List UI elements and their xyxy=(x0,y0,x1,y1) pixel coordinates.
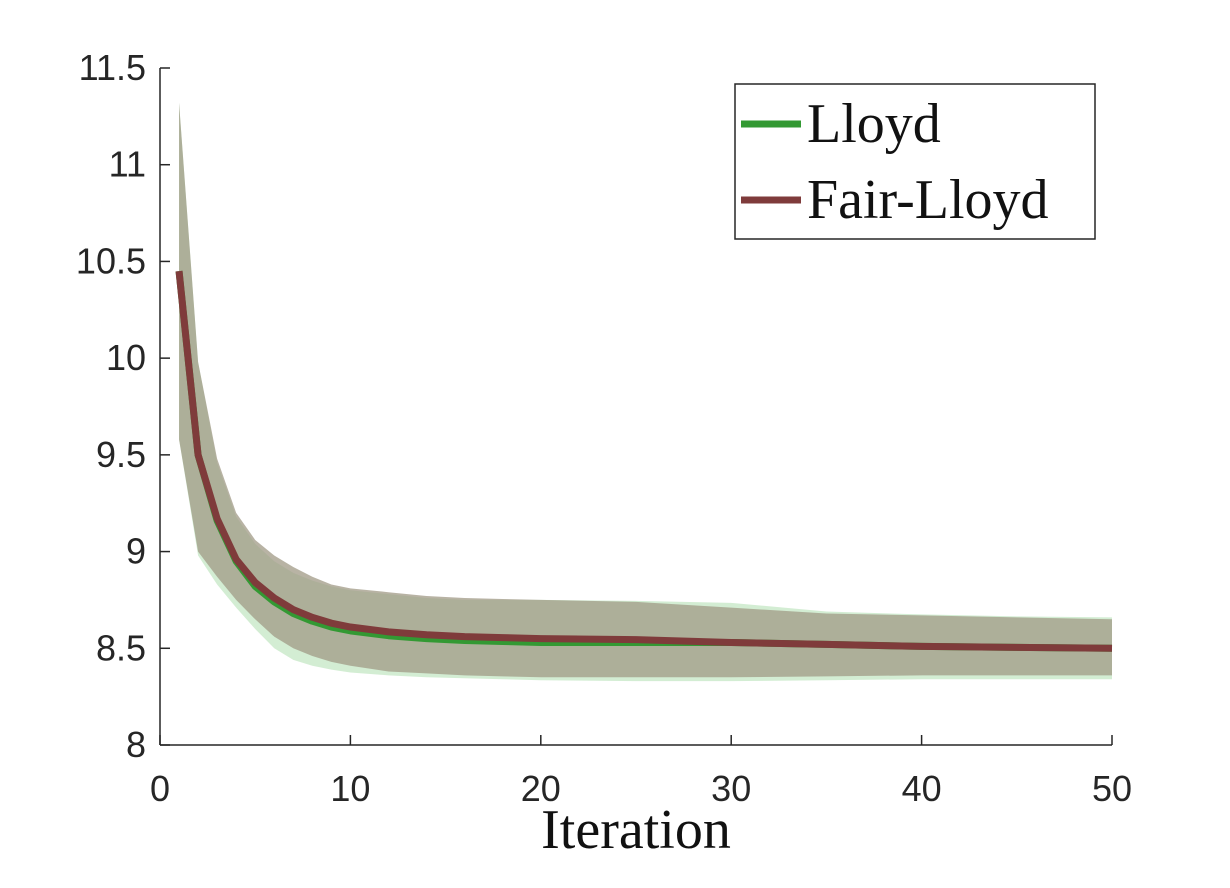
legend-label: Fair-Lloyd xyxy=(807,169,1049,231)
x-axis-label: Iteration xyxy=(541,799,731,861)
y-tick-label: 9 xyxy=(126,531,146,572)
line xyxy=(175,270,1113,652)
legend-label: Lloyd xyxy=(807,93,941,155)
x-tick-label: 30 xyxy=(711,768,751,809)
y-tick-label: 11.5 xyxy=(79,47,146,88)
y-tick-label: 8.5 xyxy=(96,627,146,668)
x-tick-label: 40 xyxy=(902,768,942,809)
x-tick-label: 50 xyxy=(1092,768,1132,809)
y-tick-label: 8 xyxy=(126,724,146,765)
x-tick-label: 0 xyxy=(150,768,170,809)
x-tick-label: 20 xyxy=(521,768,561,809)
error-band xyxy=(179,102,1113,678)
y-tick-label: 10.5 xyxy=(76,240,146,281)
y-tick-label: 9.5 xyxy=(96,434,146,475)
x-tick-label: 10 xyxy=(330,768,370,809)
legend-box xyxy=(734,83,1096,240)
y-tick-label: 10 xyxy=(106,337,146,378)
y-tick-label: 11 xyxy=(109,144,146,185)
